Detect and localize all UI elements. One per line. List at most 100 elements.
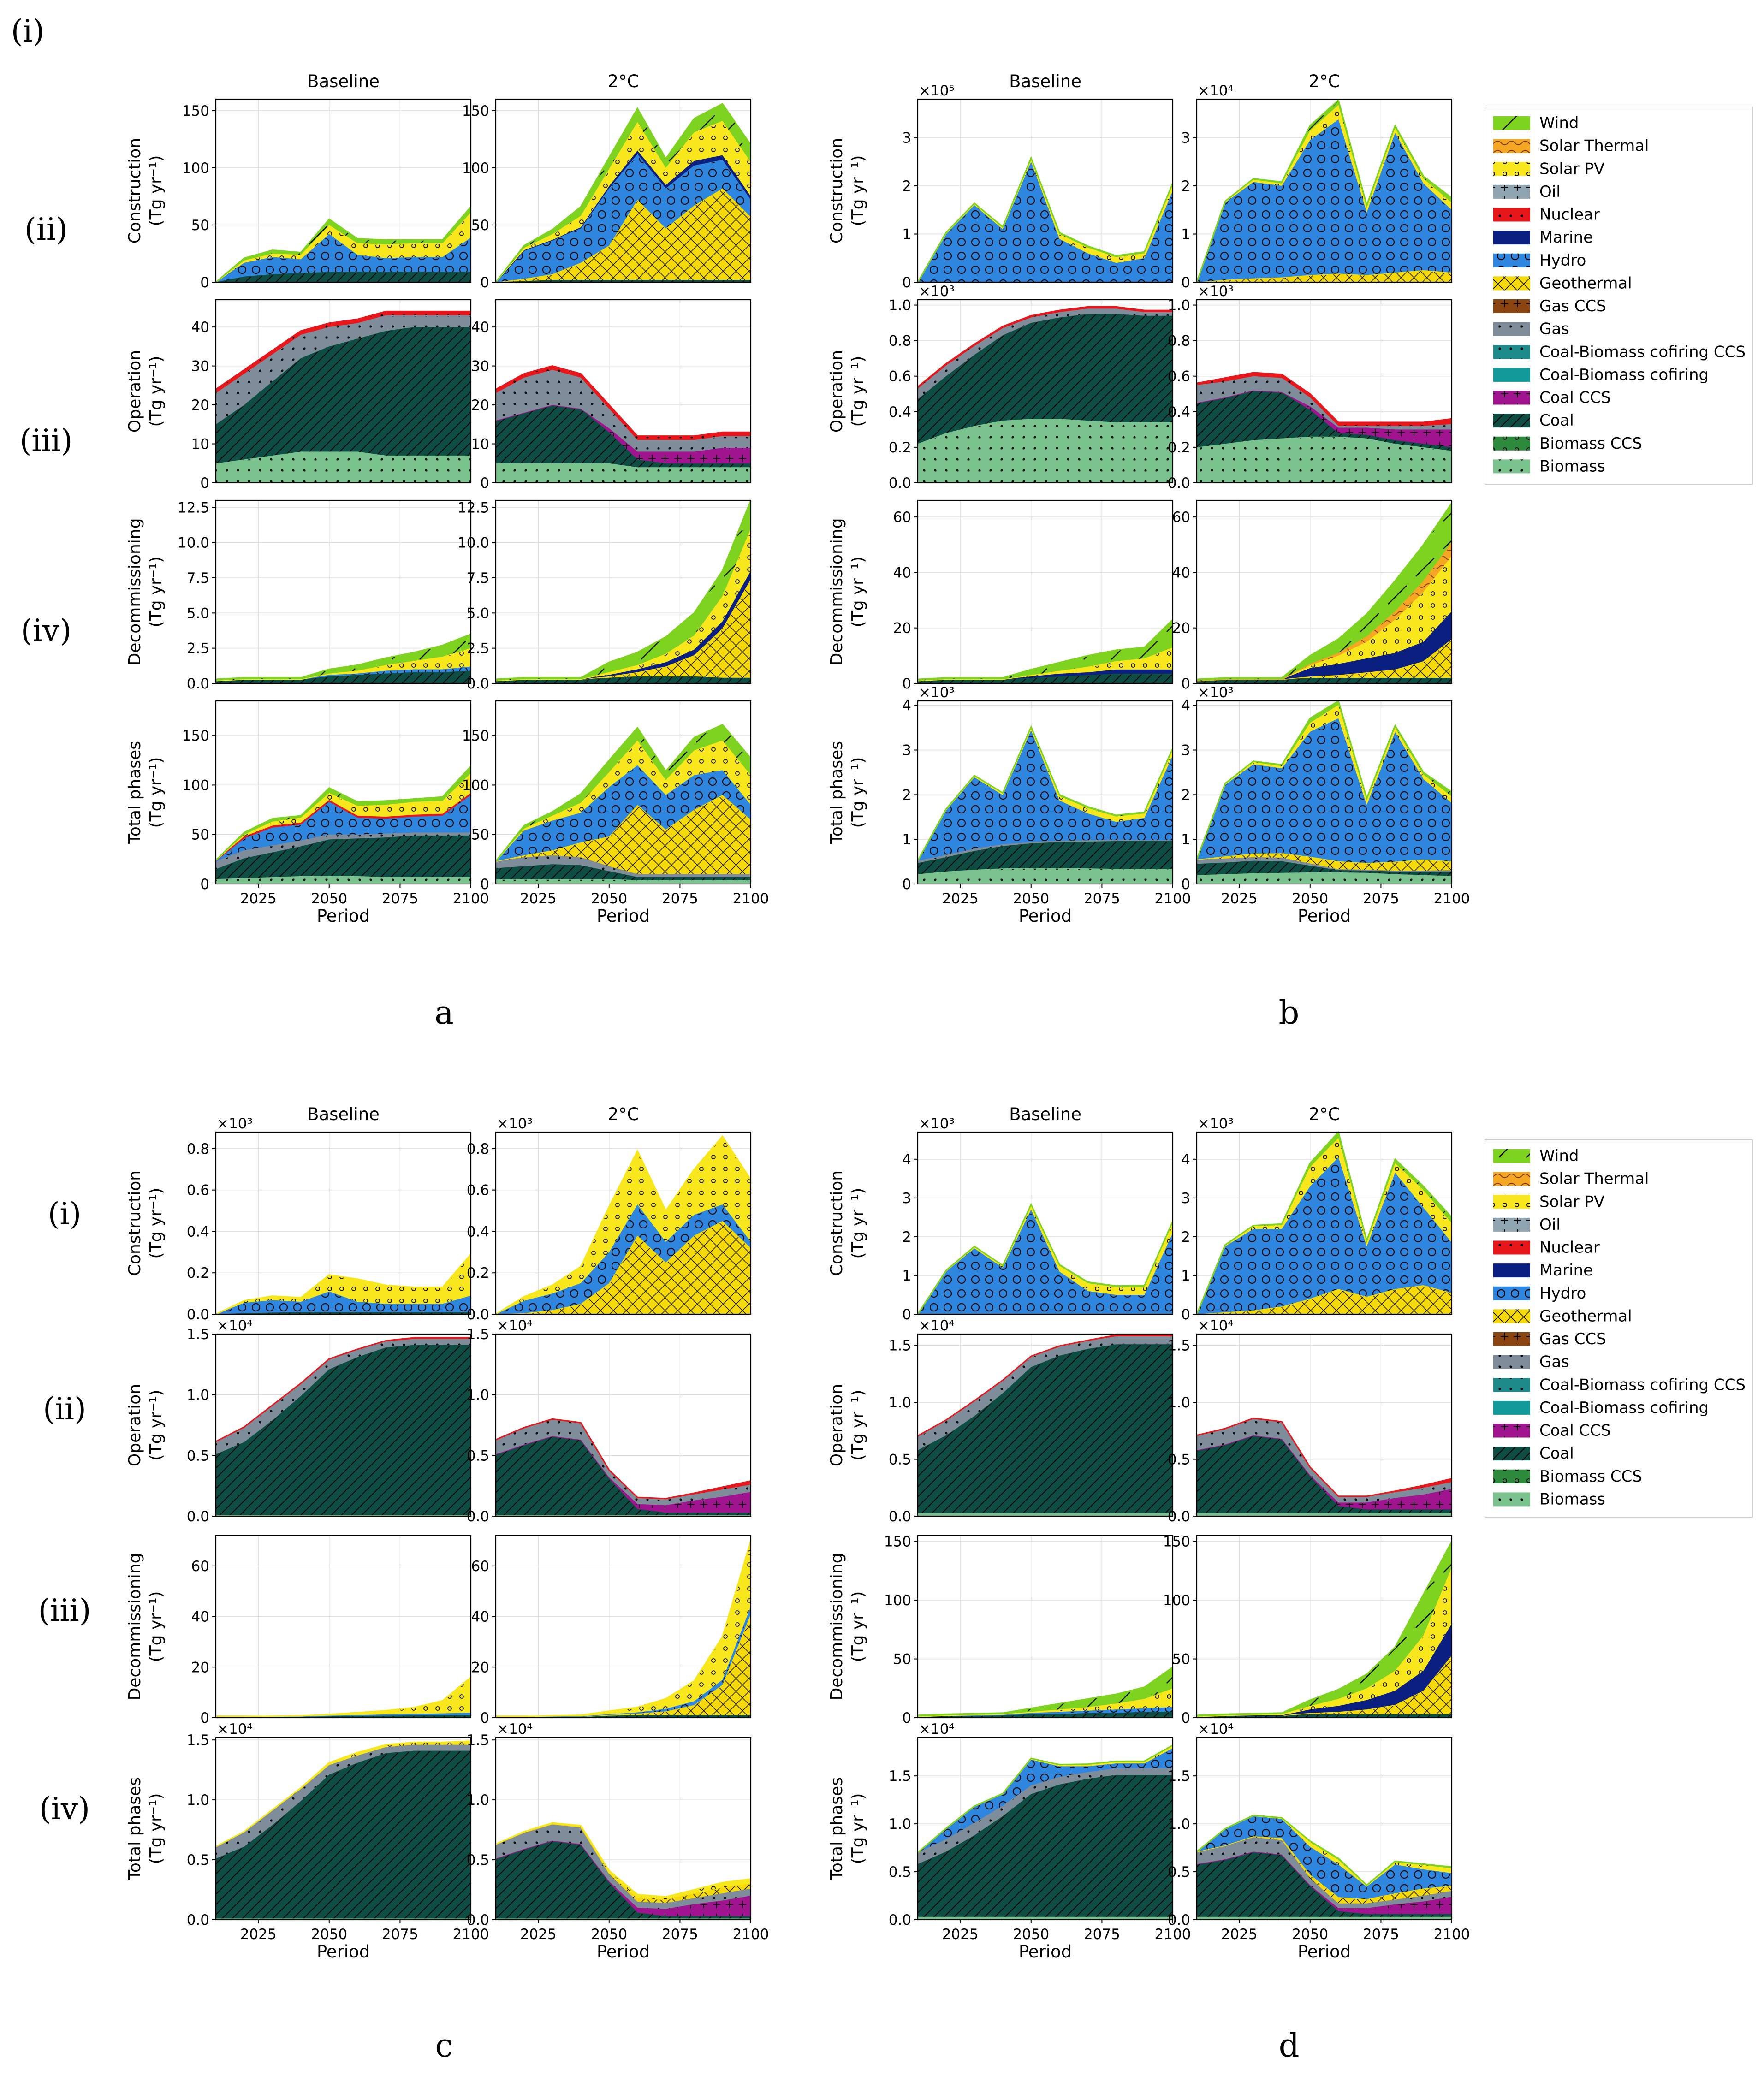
y-tick-label: 1.5 [187, 1326, 209, 1343]
y-tick-label: 1 [902, 831, 911, 848]
subplot-a-1-1: 0 10 20 30 40 [471, 299, 752, 492]
x-tick-label: 2050 [1013, 890, 1049, 907]
subplot-d-3-1: 0.0 0.5 1.0 1.5 ×10⁴ 2025 2050 2075 2100 Period [1168, 1721, 1470, 1962]
panel-d: Baseline 2°C 0 1 2 3 4 ×10³ Construction (Tg yr⁻¹… [827, 1104, 1470, 1962]
y-tick-label: 0.5 [467, 1447, 489, 1464]
y-tick-label: 7.5 [187, 570, 209, 587]
column-title: Baseline [307, 71, 380, 91]
legend-swatch-pattern [1493, 1424, 1530, 1438]
legend-label: Coal CCS [1539, 1422, 1611, 1440]
legend-label: Oil [1539, 183, 1561, 201]
series-line-nuclear [917, 306, 1173, 388]
area-pattern-geothermal [496, 1221, 751, 1314]
y-tick-label: 50 [893, 1651, 911, 1668]
y-tick-label: 1.5 [187, 1732, 209, 1749]
y-tick-label: 2 [1181, 1229, 1190, 1246]
legend-swatch-pattern [1493, 1309, 1530, 1323]
area-pattern-gas [1197, 857, 1452, 872]
y-tick-label: 150 [462, 728, 489, 744]
y-axis-label: Operation (Tg yr⁻¹) [125, 350, 166, 433]
y-tick-label: 1.0 [889, 1816, 911, 1833]
y-tick-label: 10 [191, 436, 209, 453]
area-pattern-solar-pv [496, 528, 751, 681]
series-line-nuclear [1196, 1418, 1452, 1497]
subplot-b-3-0: 0 1 2 3 4 ×10³ 2025 2050 2075 2100 Period Total pha… [827, 684, 1191, 926]
series-line-wind [1196, 503, 1453, 680]
y-tick-label: 1.0 [467, 1387, 489, 1404]
column-title: 2°C [1309, 71, 1340, 91]
y-tick-label: 0.4 [889, 404, 911, 421]
area-pattern-gas [216, 315, 471, 425]
y-tick-label: 10 [471, 436, 489, 453]
series-line-solar-pv [215, 1253, 472, 1315]
x-tick-label: 2050 [1013, 1926, 1049, 1943]
series-line-wind [917, 1744, 1173, 1853]
series-line-wind [1196, 99, 1452, 283]
y-tick-label: 0.0 [889, 475, 911, 492]
area-pattern-coal-ccs [1197, 1851, 1452, 1914]
axes-frame [1196, 700, 1453, 885]
subplot-a-2-0: 0.0 2.5 5.0 7.5 10.0 12.5 Decommissioning (Tg y… [125, 499, 472, 692]
subplot-a-1-0: 0 10 20 30 40 Operation (Tg yr⁻¹) [125, 299, 472, 492]
legend-label: Solar Thermal [1539, 137, 1649, 155]
subplot-b-3-1: 0 1 2 3 4 ×10³ 2025 2050 2075 2100 Period [1181, 684, 1470, 926]
subplot-b-1-1: 0.0 0.2 0.4 0.6 0.8 1.0 ×10³ [1168, 283, 1453, 492]
axes-frame [215, 1131, 472, 1315]
y-tick-label: 1 [902, 226, 911, 243]
area-pattern-coal [496, 405, 751, 468]
series-line-solar-pv [495, 1135, 752, 1315]
area-pattern-coal [918, 314, 1173, 444]
axes-frame [215, 499, 472, 684]
y-tick-label: 4 [902, 1151, 911, 1168]
y-tick-label: 50 [1172, 1651, 1190, 1668]
y-tick-label: 0.6 [1168, 368, 1190, 385]
x-tick-label: 2075 [662, 890, 698, 907]
area-pattern-biomass [1197, 1513, 1452, 1516]
y-tick-label: 100 [462, 777, 489, 794]
series-line-nuclear [917, 1334, 1173, 1437]
legend-swatch-pattern [1493, 276, 1530, 291]
legend-label: Biomass CCS [1539, 1467, 1642, 1486]
legend-label: Geothermal [1539, 274, 1632, 292]
area-pattern-coal [1197, 1714, 1452, 1718]
y-axis-label: Total phases (Tg yr⁻¹) [125, 741, 166, 844]
area-pattern-wind [1197, 1541, 1452, 1717]
area-pattern-coal [918, 673, 1173, 683]
x-tick-label: 2050 [1292, 1926, 1328, 1943]
axes-frame [1196, 98, 1453, 283]
area-pattern-hydro [918, 1210, 1173, 1314]
legend-label: Coal [1539, 1444, 1574, 1463]
y-tick-label: 50 [471, 827, 489, 843]
subplot-c-0-0: 0.0 0.2 0.4 0.6 0.8 ×10³ Construction (Tg yr⁻¹) [125, 1115, 472, 1323]
y-tick-label: 1.5 [1168, 1338, 1190, 1354]
area-pattern-hydro [496, 1204, 751, 1314]
legend-label: Biomass [1539, 457, 1605, 475]
y-tick-label: 0 [902, 876, 911, 893]
y-tick-label: 1.0 [467, 1792, 489, 1809]
legend-label: Coal-Biomass cofiring [1539, 1399, 1709, 1417]
legend-label: Marine [1539, 1261, 1593, 1280]
area-pattern-biomass [918, 1513, 1173, 1516]
series-line-wind [917, 1667, 1173, 1716]
y-axis-label: Construction (Tg yr⁻¹) [827, 138, 867, 243]
y-tick-label: 1 [902, 1268, 911, 1284]
axes-frame [215, 1333, 472, 1517]
y-tick-label: 0 [200, 876, 209, 893]
subplot-c-1-1: 0.0 0.5 1.0 1.5 ×10⁴ [467, 1317, 752, 1525]
axes-frame [1196, 299, 1453, 484]
axis-multiplier: ×10⁴ [217, 1721, 253, 1738]
y-tick-label: 0 [200, 1710, 209, 1726]
row-roman-label: (iv) [21, 613, 71, 648]
legend-swatch-pattern [1493, 208, 1530, 222]
y-axis-label: Total phases (Tg yr⁻¹) [125, 1777, 166, 1880]
y-tick-label: 40 [893, 564, 911, 581]
area-pattern-gas [918, 1768, 1173, 1864]
x-tick-label: 2075 [1084, 890, 1120, 907]
y-tick-label: 20 [191, 1659, 209, 1676]
y-tick-label: 50 [191, 827, 209, 843]
y-tick-label: 3 [1181, 1190, 1190, 1207]
legend-label: Coal-Biomass cofiring [1539, 366, 1709, 384]
legend-swatch-pattern [1493, 253, 1530, 267]
legend-label: Biomass [1539, 1490, 1605, 1508]
legend-label: Nuclear [1539, 206, 1600, 224]
